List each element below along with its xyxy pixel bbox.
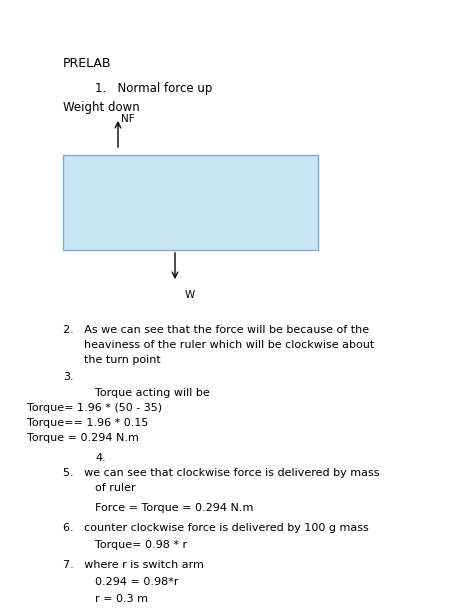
Text: 3.: 3. xyxy=(63,372,73,382)
Text: Torque acting will be: Torque acting will be xyxy=(95,388,210,398)
Text: Torque= 1.96 * (50 - 35): Torque= 1.96 * (50 - 35) xyxy=(27,403,162,413)
Text: of ruler: of ruler xyxy=(95,483,136,493)
Text: Torque= 0.98 * r: Torque= 0.98 * r xyxy=(95,540,187,550)
Text: Torque = 0.294 N.m: Torque = 0.294 N.m xyxy=(27,433,139,443)
Text: 2.   As we can see that the force will be because of the: 2. As we can see that the force will be … xyxy=(63,325,369,335)
Text: Torque== 1.96 * 0.15: Torque== 1.96 * 0.15 xyxy=(27,418,148,428)
Text: 4.: 4. xyxy=(95,453,106,463)
Text: r = 0.3 m: r = 0.3 m xyxy=(95,594,148,604)
Text: Weight down: Weight down xyxy=(63,101,140,114)
Text: the turn point: the turn point xyxy=(63,355,161,365)
Text: 0.294 = 0.98*r: 0.294 = 0.98*r xyxy=(95,577,179,587)
Text: 1.   Normal force up: 1. Normal force up xyxy=(95,82,212,95)
Text: Force = Torque = 0.294 N.m: Force = Torque = 0.294 N.m xyxy=(95,503,254,513)
Text: 7.   where r is switch arm: 7. where r is switch arm xyxy=(63,560,204,570)
Text: heaviness of the ruler which will be clockwise about: heaviness of the ruler which will be clo… xyxy=(63,340,374,350)
Text: NF: NF xyxy=(121,114,135,124)
Text: 5.   we can see that clockwise force is delivered by mass: 5. we can see that clockwise force is de… xyxy=(63,468,380,478)
Bar xyxy=(63,155,318,250)
Text: 6.   counter clockwise force is delivered by 100 g mass: 6. counter clockwise force is delivered … xyxy=(63,523,369,533)
Text: PRELAB: PRELAB xyxy=(63,57,111,70)
Text: W: W xyxy=(185,290,195,300)
